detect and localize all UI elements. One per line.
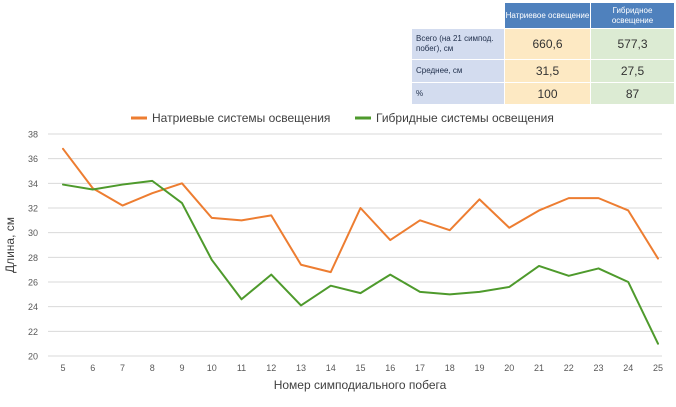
series-line-sodium <box>62 147 659 274</box>
x-tick-label: 24 <box>623 363 633 373</box>
legend: Натриевые системы освещения Гибридные си… <box>131 111 554 125</box>
y-tick-label: 26 <box>28 278 38 288</box>
x-tick-label: 15 <box>355 363 365 373</box>
table-cell-sodium: 660,6 <box>504 28 591 60</box>
x-tick-label: 19 <box>474 363 484 373</box>
x-tick-label: 22 <box>564 363 574 373</box>
table-cell-sodium: 100 <box>504 82 591 105</box>
x-tick-label: 6 <box>90 363 95 373</box>
table-row-label: % <box>411 82 505 105</box>
legend-label-sodium: Натриевые системы освещения <box>152 111 330 125</box>
series-lines <box>62 147 659 345</box>
x-tick-label: 23 <box>593 363 603 373</box>
table-row: Всего (на 21 симпод. побег), см 660,6 57… <box>411 28 675 60</box>
table-header-corner <box>411 2 505 29</box>
x-tick-label: 12 <box>266 363 276 373</box>
x-tick-label: 18 <box>445 363 455 373</box>
table-cell-hybrid: 577,3 <box>590 28 675 60</box>
table-header-row: Натриевое освещение Гибридное освещение <box>411 2 675 29</box>
table-row: Среднее, см 31,5 27,5 <box>411 59 675 83</box>
table-row: % 100 87 <box>411 82 675 105</box>
x-tick-label: 8 <box>150 363 155 373</box>
x-tick-label: 21 <box>534 363 544 373</box>
y-tick-label: 22 <box>28 327 38 337</box>
y-tick-label: 38 <box>28 130 38 140</box>
x-tick-label: 20 <box>504 363 514 373</box>
y-axis-ticks: 20 22 24 26 28 30 32 34 36 38 <box>28 130 38 362</box>
y-axis-label: Длина, см <box>3 217 17 273</box>
grid-lines <box>48 133 662 357</box>
table-row-label: Среднее, см <box>411 59 505 83</box>
x-tick-label: 17 <box>415 363 425 373</box>
x-tick-label: 13 <box>296 363 306 373</box>
table-header-sodium: Натриевое освещение <box>504 2 591 29</box>
x-tick-label: 16 <box>385 363 395 373</box>
y-tick-label: 32 <box>28 204 38 214</box>
y-tick-label: 20 <box>28 352 38 362</box>
summary-table: Натриевое освещение Гибридное освещение … <box>411 2 675 105</box>
series-line-hybrid <box>62 179 659 345</box>
x-tick-label: 14 <box>326 363 336 373</box>
x-axis-label: Номер симподиального побега <box>274 378 447 392</box>
table-header-hybrid: Гибридное освещение <box>590 2 675 29</box>
y-tick-label: 36 <box>28 154 38 164</box>
y-tick-label: 28 <box>28 253 38 263</box>
x-tick-label: 10 <box>207 363 217 373</box>
table-cell-sodium: 31,5 <box>504 59 591 83</box>
x-tick-label: 7 <box>120 363 125 373</box>
x-tick-label: 9 <box>179 363 184 373</box>
x-tick-label: 5 <box>60 363 65 373</box>
table-cell-hybrid: 87 <box>590 82 675 105</box>
x-axis-ticks: 5 6 7 8 9 10 11 12 13 14 15 16 17 18 19 20 21 22 23 24 25 <box>60 363 663 373</box>
y-tick-label: 34 <box>28 179 38 189</box>
y-tick-label: 24 <box>28 302 38 312</box>
y-tick-label: 30 <box>28 228 38 238</box>
table-row-label: Всего (на 21 симпод. побег), см <box>411 28 505 60</box>
x-tick-label: 25 <box>653 363 663 373</box>
x-tick-label: 11 <box>237 363 246 373</box>
table-cell-hybrid: 27,5 <box>590 59 675 83</box>
legend-label-hybrid: Гибридные системы освещения <box>376 111 554 125</box>
